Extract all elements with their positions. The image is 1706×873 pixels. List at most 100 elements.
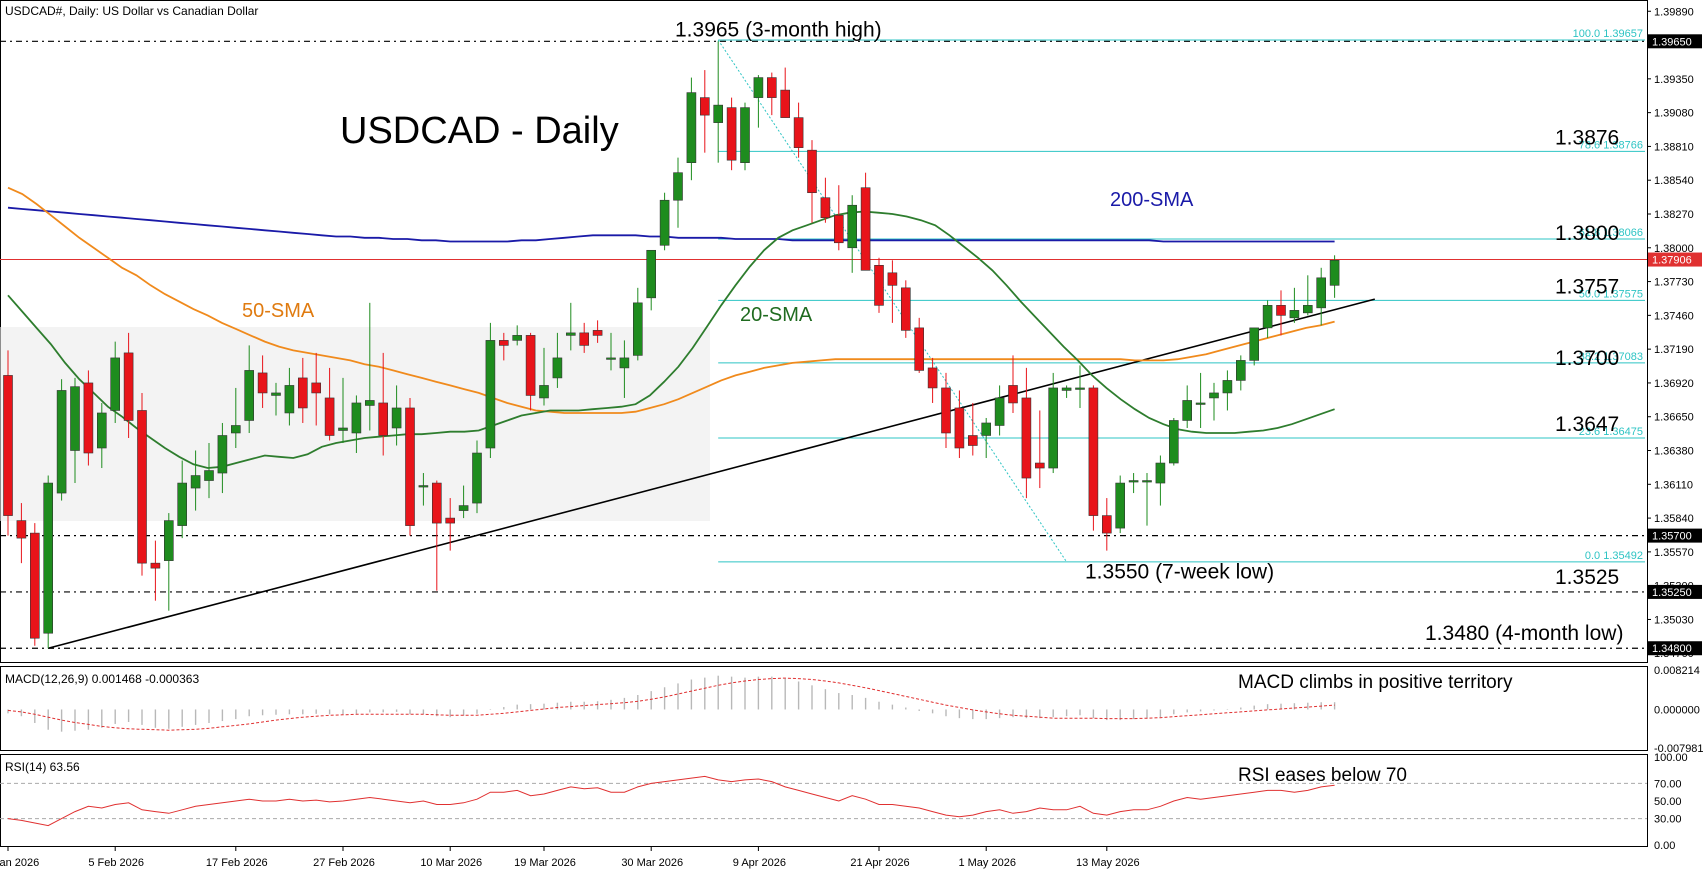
candle-body — [766, 77, 777, 98]
candle-body — [914, 327, 925, 371]
macd-annotation: MACD climbs in positive territory — [1238, 672, 1513, 693]
rsi-annotation: RSI eases below 70 — [1238, 765, 1407, 786]
candle-body — [525, 335, 536, 396]
candle-body — [1021, 397, 1032, 479]
candle-body — [257, 372, 268, 394]
candle-body — [431, 482, 442, 524]
candle-body — [1276, 305, 1286, 316]
candle-body — [311, 382, 322, 394]
candle-body — [753, 77, 764, 98]
level-price-tag-bg — [1648, 34, 1702, 49]
candle-body — [231, 425, 241, 434]
y-tick-label: 1.37730 — [1654, 277, 1694, 289]
candle-body — [498, 340, 509, 346]
candle-body — [83, 382, 94, 454]
y-tick-label: 1.35570 — [1654, 547, 1694, 559]
candle-body — [338, 427, 348, 431]
macd-tick-label: 0.008214 — [1654, 665, 1700, 677]
candle-body — [646, 249, 657, 299]
candle-body — [43, 482, 54, 634]
candle-body — [606, 357, 616, 360]
current-price-tag-bg — [1648, 252, 1702, 267]
y-tick-label: 1.35030 — [1654, 614, 1694, 626]
candle-body — [1035, 462, 1045, 469]
sma200-label: 200-SMA — [1110, 189, 1194, 211]
sma50-line — [7, 186, 1335, 414]
candle-body — [56, 390, 67, 494]
rsi-header: RSI(14) 63.56 — [5, 760, 80, 774]
y-tick-label: 1.38270 — [1654, 209, 1694, 221]
candle-body — [1048, 387, 1058, 469]
candle-body — [579, 332, 590, 346]
candle-body — [1262, 305, 1273, 329]
candle-body — [190, 475, 201, 489]
candle-body — [874, 265, 884, 306]
x-tick-label: 10 Mar 2026 — [420, 857, 482, 869]
x-tick-label: 27 Feb 2026 — [313, 857, 375, 869]
candle-body — [1008, 385, 1018, 404]
level-annotation: 1.3965 (3-month high) — [675, 18, 882, 41]
fib-level-label: 23.6 1.36475 — [1579, 426, 1643, 438]
candle-body — [16, 520, 27, 539]
candle-body — [1128, 480, 1139, 483]
fib-level-label: 0.0 1.35492 — [1585, 550, 1643, 562]
candle-body — [1115, 482, 1125, 529]
candle-body — [1329, 259, 1340, 286]
candle-body — [3, 375, 13, 516]
candle-body — [284, 385, 295, 414]
y-tick-label: 1.39890 — [1654, 6, 1694, 18]
fib-level-label: 61.8 1.38066 — [1579, 227, 1643, 239]
level-annotation: 1.3550 (7-week low) — [1085, 561, 1274, 584]
level-price-tag: 1.39650 — [1652, 36, 1692, 48]
rsi-tick-label: 50.00 — [1654, 796, 1682, 808]
candle-body — [807, 149, 817, 194]
y-tick-label: 1.37190 — [1654, 344, 1694, 356]
rsi-panel-frame — [0, 754, 1648, 847]
fib-level-label: 50.0 1.37575 — [1579, 288, 1643, 300]
level-price-tag-bg — [1648, 584, 1702, 599]
y-tick-label: 1.39350 — [1654, 74, 1694, 86]
candle-body — [1102, 515, 1112, 534]
macd-header: MACD(12,26,9) 0.001468 -0.000363 — [5, 672, 199, 686]
chart-header: USDCAD#, Daily: US Dollar vs Canadian Do… — [5, 4, 258, 18]
fib-level-label: 100.0 1.39657 — [1573, 28, 1643, 40]
rsi-line — [7, 775, 1335, 827]
sma20-line — [7, 210, 1335, 469]
candle-body — [1169, 420, 1179, 464]
level-price-tag-bg — [1648, 641, 1702, 656]
candle-body — [110, 357, 120, 411]
candle-body — [820, 197, 831, 219]
candle-body — [1209, 392, 1219, 399]
candle-body — [97, 412, 107, 449]
rsi-tick-label: 100.00 — [1654, 752, 1688, 764]
candle-body — [1142, 480, 1152, 483]
candle-body — [1303, 305, 1313, 314]
macd-tick-label: 0.000000 — [1654, 704, 1700, 716]
sma200-line — [7, 206, 1335, 243]
level-annotation: 1.3757 — [1555, 276, 1619, 299]
candle-body — [740, 107, 750, 163]
candle-body — [686, 92, 697, 163]
candle-body — [673, 172, 683, 201]
candle-body — [860, 187, 871, 271]
level-price-tag-bg — [1648, 528, 1702, 543]
y-tick-label: 1.37460 — [1654, 310, 1694, 322]
level-price-tag: 1.35250 — [1652, 587, 1692, 599]
candle-body — [900, 287, 911, 331]
candle-body — [1289, 310, 1300, 319]
candle-body — [418, 485, 429, 488]
candle-body — [324, 397, 335, 436]
x-tick-label: 13 May 2026 — [1076, 857, 1140, 869]
level-annotation: 1.3647 — [1555, 413, 1619, 436]
candle-body — [351, 402, 362, 434]
level-annotation: 1.3700 — [1555, 347, 1619, 370]
candle-body — [927, 367, 938, 389]
y-tick-label: 1.38000 — [1654, 243, 1694, 255]
candle-body — [659, 199, 670, 246]
candle-body — [981, 422, 992, 436]
candle-body — [565, 332, 576, 336]
x-tick-label: 30 Mar 2026 — [621, 857, 683, 869]
level-annotation: 1.3525 — [1555, 566, 1619, 589]
x-tick-label: 21 Apr 2026 — [850, 857, 909, 869]
candle-body — [1316, 277, 1326, 309]
